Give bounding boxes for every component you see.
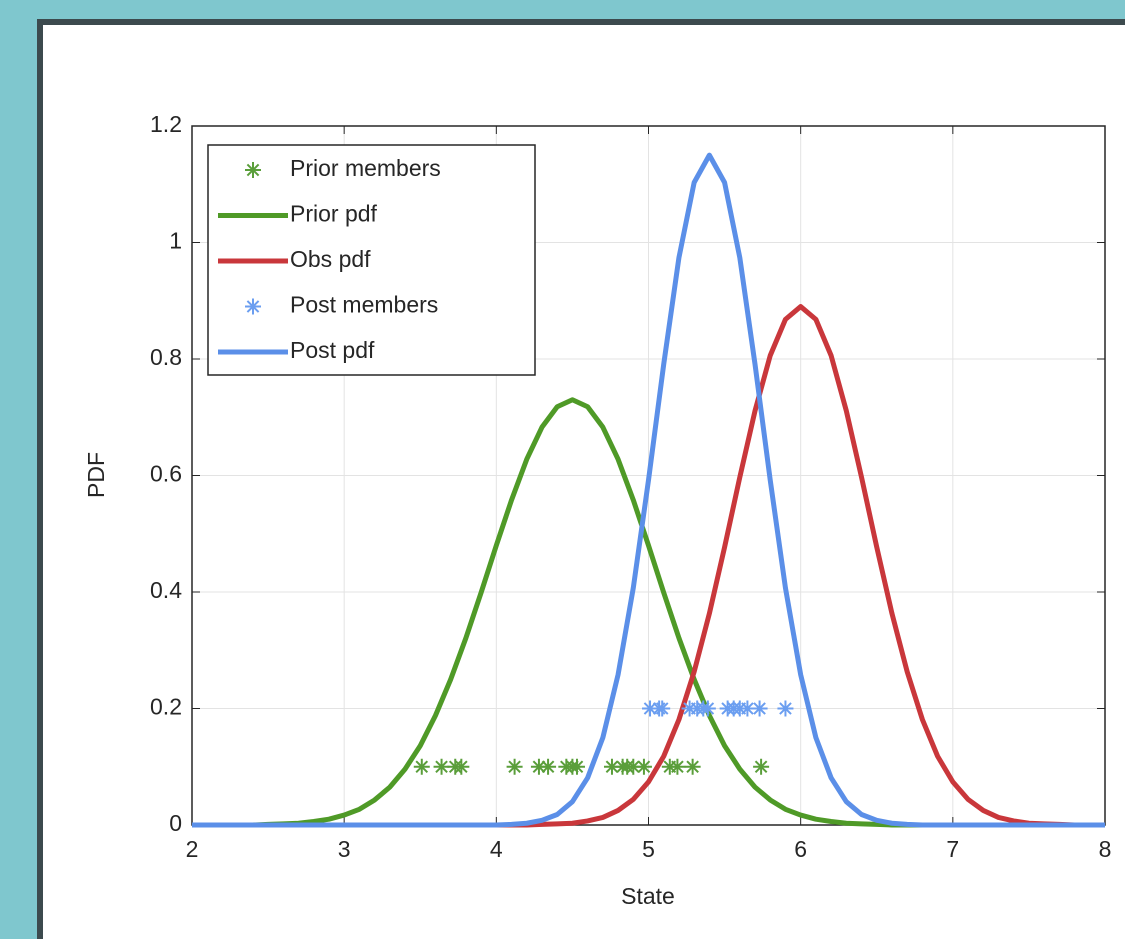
marker-stroke (741, 702, 754, 715)
member-marker (453, 758, 470, 775)
member-marker (684, 758, 701, 775)
marker-stroke (626, 760, 640, 774)
member-marker (540, 758, 557, 775)
legend-swatch (245, 162, 261, 178)
marker-stroke (753, 702, 766, 715)
x-tick-label: 8 (1099, 836, 1112, 862)
y-axis-label: PDF (83, 452, 109, 498)
y-tick-label: 0.8 (150, 344, 182, 370)
y-tick-label: 0.4 (150, 577, 182, 603)
member-marker (669, 758, 686, 775)
legend-label: Obs pdf (290, 246, 371, 272)
x-tick-label: 5 (642, 836, 655, 862)
legend-swatch (245, 298, 261, 315)
y-tick-label: 0.2 (150, 694, 182, 720)
marker-stroke (541, 760, 555, 774)
marker-stroke (686, 760, 699, 774)
x-tick-label: 3 (338, 836, 351, 862)
member-marker (433, 758, 450, 775)
panel (37, 19, 1125, 939)
x-tick-label: 2 (186, 836, 199, 862)
plot-frame (191, 125, 1106, 826)
member-marker (654, 700, 671, 717)
member-marker (751, 700, 768, 717)
x-axis-label: State (621, 883, 675, 909)
y-tick-label: 0 (169, 810, 182, 836)
marker-stroke (415, 760, 429, 774)
member-marker (699, 700, 716, 717)
legend-label: Post pdf (290, 337, 375, 363)
member-marker (506, 758, 523, 775)
y-tick-label: 0.6 (150, 461, 182, 487)
legend-label: Prior pdf (290, 201, 378, 227)
legend-label: Prior members (290, 155, 441, 181)
marker-stroke (532, 760, 546, 774)
legend-label: Post members (290, 292, 438, 318)
marker-stroke (455, 760, 468, 774)
x-tick-label: 4 (490, 836, 503, 862)
marker-stroke (701, 702, 715, 715)
x-tick-label: 7 (946, 836, 959, 862)
y-tick-label: 1 (169, 228, 182, 254)
marker-stroke (655, 702, 669, 715)
member-marker (753, 758, 770, 775)
legend-box (207, 144, 536, 376)
marker-stroke (671, 760, 684, 774)
member-marker (642, 700, 659, 717)
marker-stroke (637, 760, 651, 774)
pdf-line (192, 152, 1105, 828)
marker-stroke (508, 760, 521, 774)
y-tick-label: 1.2 (150, 111, 182, 137)
marker-stroke (246, 300, 260, 313)
marker-stroke (605, 760, 619, 774)
marker-stroke (246, 163, 260, 177)
marker-stroke (435, 760, 448, 774)
marker-stroke (570, 760, 584, 774)
member-marker (635, 758, 652, 775)
member-marker (777, 700, 794, 717)
marker-stroke (754, 760, 768, 774)
x-tick-label: 6 (794, 836, 807, 862)
member-marker (413, 758, 430, 775)
member-marker (568, 758, 585, 775)
marker-stroke (779, 702, 792, 715)
marker-stroke (643, 702, 657, 715)
